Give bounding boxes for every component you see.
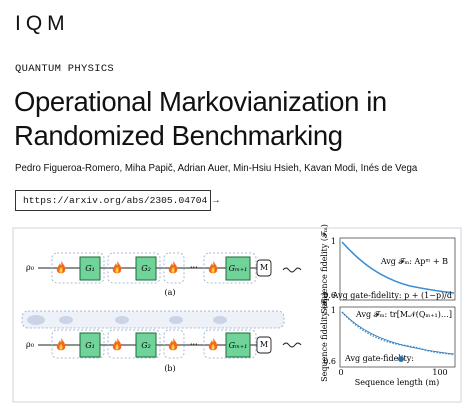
state-label: ρ₀ [26,340,34,349]
gate-label: Gₘ₊₁ [229,341,248,350]
group-box [203,329,257,359]
y-axis-label: Sequence fidelity (𝓕ₘ) [320,292,329,382]
gate [135,256,157,281]
plot-top: 1 0.6 Sequence fidelity (𝓕ₘ) Avg 𝓕ₘ: Apᵐ… [320,224,456,314]
plot-bottom: 1 0.6 Sequence fidelity (𝓕ₘ) Avg 𝓕ₘ: tr[… [320,292,456,387]
y-top-label: 1 [331,306,336,315]
group-box [51,252,105,284]
cloud-icon [213,316,227,324]
x-start-label: 0 [338,368,343,377]
ellipsis: ··· [190,340,198,349]
title-line: Randomized Benchmarking [14,120,343,151]
gate [225,332,251,358]
circuit-a: G₁ G₂ Gₘ₊₁ ··· ρ₀ M (a) [26,252,302,297]
y-axis-label: Sequence fidelity (𝓕ₘ) [320,224,329,314]
plot-frame [339,306,456,368]
decay-curve [341,241,455,294]
gate-label: G₁ [85,264,95,273]
group-box [51,329,105,359]
x-axis-label: Sequence length (m) [355,378,439,387]
plot-frame [339,237,456,301]
y-top-label: 1 [331,237,336,246]
gate [79,332,101,358]
gate [135,332,157,358]
measure-label: M [260,340,268,349]
group-box [107,329,161,359]
measure-box [256,336,272,354]
cloud-icon [169,316,183,324]
fit-curve [341,311,455,355]
category: QUANTUM PHYSICS [15,63,115,75]
info-icon [398,356,404,362]
cloud-icon [27,315,45,325]
group-box [203,252,257,284]
fidelity-label: Avg gate-fidelity: [344,354,414,363]
fidelity-label: Avg gate-fidelity: p + (1−p)/d [332,291,452,300]
gate-label: G₂ [141,264,151,273]
x-end-label: 100 [432,368,447,377]
cloud-icon [59,316,73,324]
group-box [163,329,185,359]
gate-label: G₁ [85,341,95,350]
y-bottom-label: 0.6 [323,291,336,300]
state-label: ρ₀ [26,263,34,272]
title-line: Operational Markovianization in [14,86,387,117]
wavy-arrow [282,342,302,348]
gate-label: Gₘ₊₁ [229,264,248,273]
circuit-b: G₁ G₂ Gₘ₊₁ ··· ρ₀ M (b) [21,310,302,373]
cloud-icon [115,316,129,324]
gate [225,256,251,281]
fit-label: Avg 𝓕ₘ: tr[M𝒩(Qₘ₊₁)…] [355,310,452,319]
measure-box [256,259,272,277]
group-box [107,252,161,284]
fit-label: Avg 𝓕ₘ: Apᵐ + B [380,257,448,266]
gate [79,256,101,281]
y-bottom-label: 0.6 [323,357,336,366]
authors: Pedro Figueroa-Romero, Miha Papič, Adria… [15,163,418,174]
group-box [163,252,185,284]
measure-label: M [260,263,268,272]
panel-label: (a) [164,288,175,297]
ellipsis: ··· [190,263,198,272]
logo: IQM [15,12,70,35]
arxiv-link[interactable]: https://arxiv.org/abs/2305.04704 → [15,190,219,211]
gate-label: G₂ [141,341,151,350]
wavy-arrow [282,267,302,273]
panel-label: (b) [164,364,175,373]
